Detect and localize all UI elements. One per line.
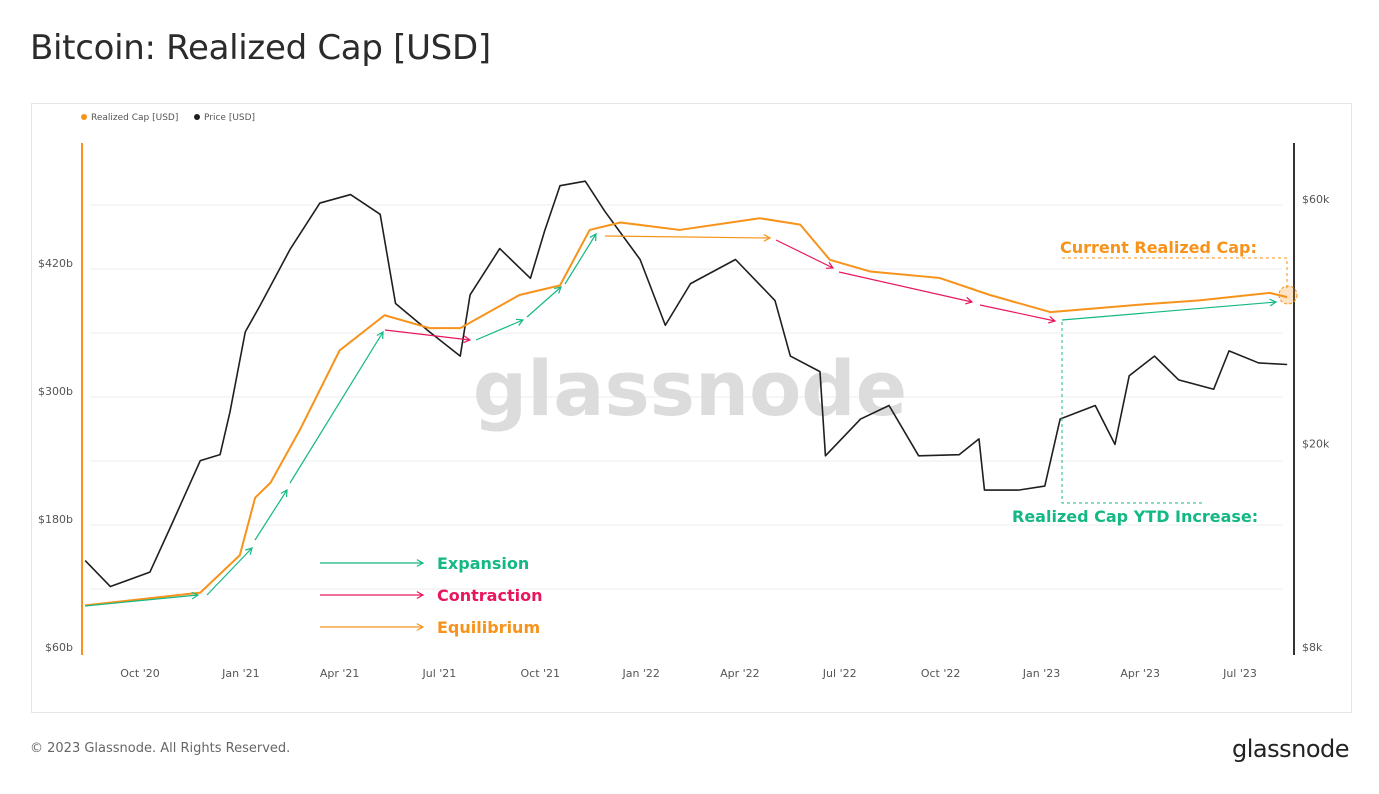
- x-axis-tick: Apr '23: [1120, 667, 1160, 680]
- x-axis-tick: Apr '21: [320, 667, 360, 680]
- x-axis-tick: Oct '21: [521, 667, 561, 680]
- contraction-arrow-head: [463, 335, 472, 344]
- contraction-arrow-head: [1048, 315, 1057, 324]
- x-axis-tick: Oct '20: [120, 667, 160, 680]
- equilibrium-arrow-head: [763, 234, 772, 242]
- key-label: Expansion: [437, 554, 529, 573]
- left-axis-tick: $60b: [45, 641, 73, 654]
- key-label: Contraction: [437, 586, 542, 605]
- right-axis-tick: $20k: [1302, 437, 1330, 450]
- copyright-footer: © 2023 Glassnode. All Rights Reserved.: [30, 741, 291, 756]
- left-axis-tick: $420b: [38, 257, 73, 270]
- expansion-arrow-head: [376, 330, 384, 340]
- contraction-arrow-head: [965, 296, 974, 305]
- watermark: glassnode: [473, 344, 907, 433]
- realized-cap-line: [85, 217, 1288, 607]
- left-axis-tick: $300b: [38, 385, 73, 398]
- brand-logo: glassnode: [1231, 735, 1350, 763]
- contraction-arrow: [775, 239, 834, 269]
- right-axis-tick: $8k: [1302, 641, 1323, 654]
- x-axis-tick: Jul '21: [422, 667, 457, 680]
- expansion-arrow: [564, 233, 597, 285]
- expansion-arrow-head: [1269, 298, 1278, 307]
- expansion-arrow: [289, 331, 384, 484]
- expansion-arrow-head: [280, 488, 288, 498]
- key-arrow-head: [416, 623, 425, 631]
- page-title: Bitcoin: Realized Cap [USD]: [30, 28, 491, 68]
- legend-marker: [194, 114, 200, 120]
- x-axis-tick: Jul '23: [1222, 667, 1257, 680]
- current-realized-cap-label: Current Realized Cap:: [1060, 238, 1257, 257]
- ytd-increase-label: Realized Cap YTD Increase:: [1012, 507, 1258, 526]
- price-line: [84, 180, 1288, 588]
- key-arrow-head: [416, 591, 425, 599]
- expansion-arrow-head: [245, 547, 253, 555]
- x-axis-tick: Apr '22: [720, 667, 760, 680]
- legend-marker: [81, 114, 87, 120]
- expansion-arrow-head: [191, 591, 200, 600]
- x-axis-tick: Jan '22: [621, 667, 659, 680]
- expansion-arrow: [475, 319, 524, 341]
- left-axis-tick: $180b: [38, 513, 73, 526]
- chart-frame: [31, 103, 1352, 713]
- legend-label: Price [USD]: [204, 113, 255, 123]
- expansion-arrow: [1061, 301, 1277, 321]
- equilibrium-arrow: [604, 235, 771, 239]
- x-axis-tick: Jul '22: [822, 667, 857, 680]
- x-axis-tick: Jan '23: [1022, 667, 1060, 680]
- current-cap-leader: [1062, 257, 1288, 288]
- expansion-arrow: [526, 286, 562, 318]
- expansion-arrow-head: [589, 232, 597, 242]
- expansion-arrow: [254, 489, 288, 541]
- expansion-arrow: [84, 594, 199, 607]
- contraction-arrow: [838, 271, 973, 303]
- contraction-arrow: [979, 304, 1056, 322]
- key-arrow-head: [416, 559, 425, 567]
- contraction-arrow: [384, 329, 471, 341]
- ytd-leader: [1061, 322, 1205, 504]
- right-axis-tick: $60k: [1302, 193, 1330, 206]
- expansion-arrow-head: [515, 318, 525, 326]
- key-label: Equilibrium: [437, 618, 540, 637]
- current-cap-marker: [1278, 285, 1298, 305]
- x-axis-tick: Oct '22: [921, 667, 961, 680]
- x-axis-tick: Jan '21: [221, 667, 259, 680]
- legend-label: Realized Cap [USD]: [91, 113, 178, 123]
- expansion-arrow-head: [554, 286, 562, 294]
- contraction-arrow-head: [825, 261, 835, 269]
- expansion-arrow: [206, 547, 253, 596]
